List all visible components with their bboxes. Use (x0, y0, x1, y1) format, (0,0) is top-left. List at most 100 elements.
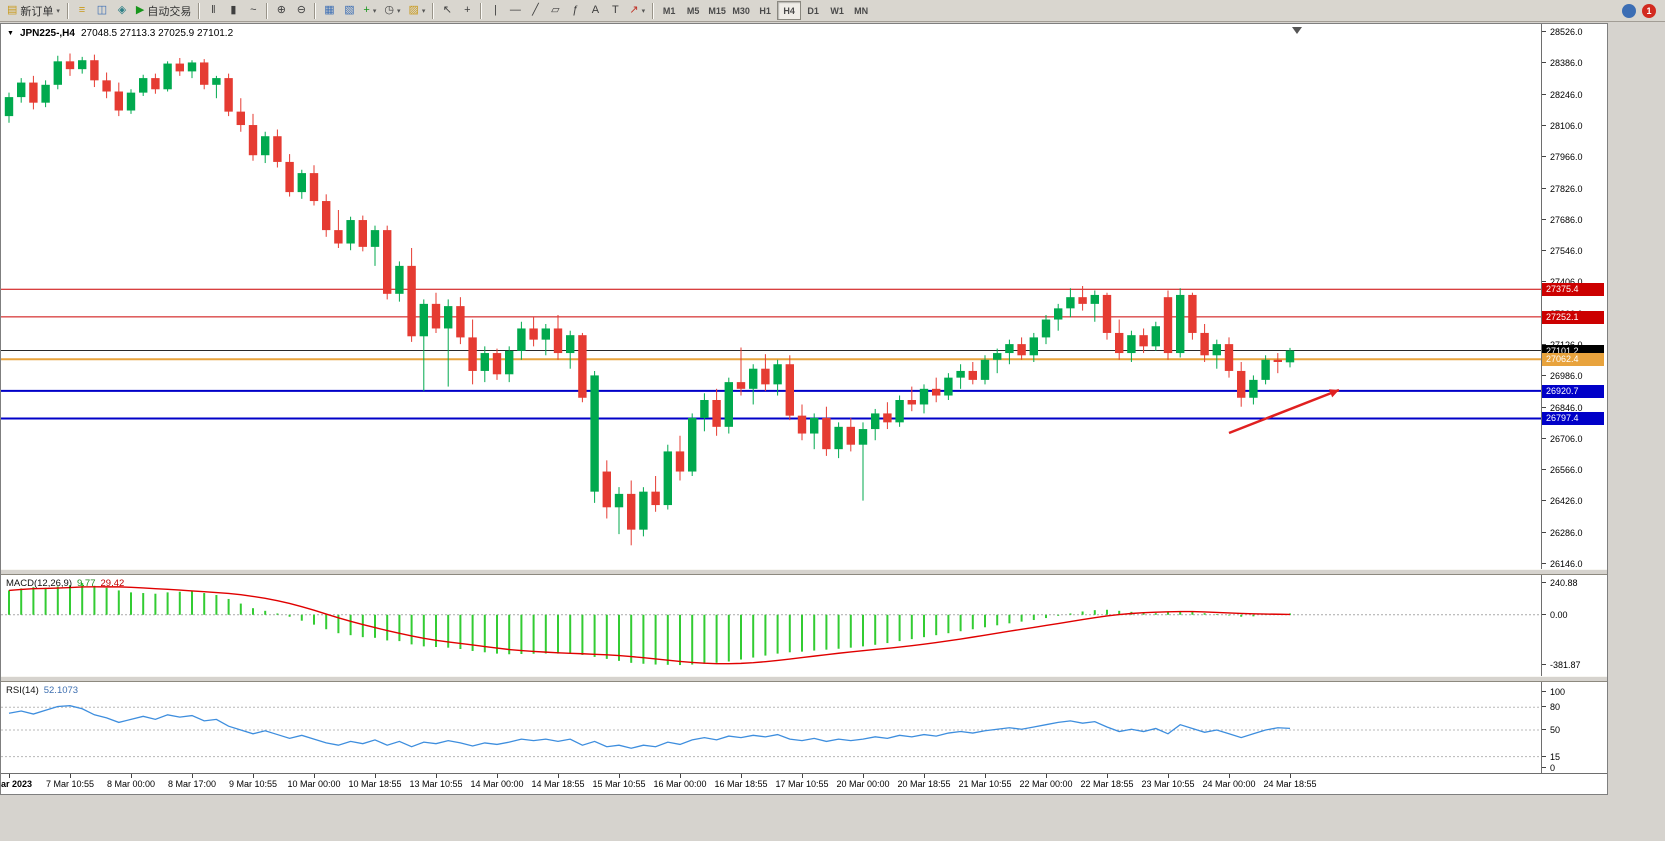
rsi-line (8, 705, 1291, 749)
pane-split[interactable] (1, 676, 1607, 682)
bar-chart-mode-button[interactable]: ‖ (203, 1, 223, 20)
pane-splitter[interactable] (1, 569, 1607, 575)
time-tick (253, 774, 254, 778)
price-tick-label: 26286.0 (1542, 527, 1583, 538)
timeframe-button-M15[interactable]: M15 (705, 1, 729, 20)
channel-tool-button[interactable]: ▱ (545, 1, 565, 20)
rsi-value: 52.1073 (43, 685, 79, 696)
trend-arrow-annotation[interactable] (1228, 388, 1340, 435)
chart-shift-marker-icon[interactable] (1292, 27, 1302, 34)
cursor-tool-button[interactable]: ↖ (437, 1, 457, 20)
timeframe-button-MN[interactable]: MN (849, 1, 873, 20)
price-tick-label: 27406.0 (1542, 277, 1583, 287)
periods-button[interactable]: ◷ ▾ (380, 1, 404, 20)
trendline-tool-button[interactable]: ╱ (525, 1, 545, 20)
text-tool-button[interactable]: A (585, 1, 605, 20)
market-watch-button[interactable]: ≡ (72, 1, 92, 20)
cascade-windows-icon: ▧ (344, 4, 355, 16)
line-chart-mode-button[interactable]: ~ (243, 1, 263, 20)
toolbar-separator (198, 2, 201, 19)
macd-signal-value: 29.42 (100, 578, 125, 589)
horizontal-line-tool-button[interactable]: — (505, 1, 525, 20)
fibonacci-tool-button[interactable]: ƒ (565, 1, 585, 20)
rsi-axis[interactable]: 100 80 50 15 0 (1541, 682, 1607, 773)
toolbar-separator (652, 2, 655, 19)
crosshair-tool-button[interactable]: + (457, 1, 477, 20)
toolbar-separator (314, 2, 317, 19)
time-label: 13 Mar 10:55 (409, 779, 463, 789)
price-tick-label: 28246.0 (1542, 89, 1583, 100)
data-window-button[interactable]: ◫ (92, 1, 112, 20)
label-tool-icon: T (612, 4, 619, 16)
timeframe-button-D1[interactable]: D1 (801, 1, 825, 20)
price-tick-label: 26566.0 (1542, 465, 1583, 476)
time-tick (985, 774, 986, 778)
symbol-period-label: JPN225-,H4 (19, 28, 75, 39)
notification-count: 1 (1646, 5, 1652, 16)
chevron-down-icon: ▾ (396, 7, 401, 15)
toolbar: ▤ 新订单 ▾ ≡ ◫ ◈ ▶ 自动交易 ‖ ▮ ~ ⊕ ⊖ ▦ ▧ + ▾ ◷… (0, 0, 1665, 22)
main-chart-pane[interactable]: ▼ JPN225-,H4 27048.5 27113.3 27025.9 271… (1, 24, 1607, 569)
zoom-in-button[interactable]: ⊕ (271, 1, 291, 20)
rsi-canvas[interactable] (1, 682, 1541, 773)
chevron-down-icon: ▾ (421, 7, 426, 15)
navigator-button[interactable]: ◈ (112, 1, 132, 20)
navigator-icon: ◈ (117, 4, 127, 16)
new-order-button[interactable]: ▤ 新订单 ▾ (3, 1, 64, 20)
bar-chart-icon: ‖ (211, 4, 216, 16)
price-axis[interactable]: 28526.0 28386.0 28246.0 28106.0 27966.0 27826… (1541, 24, 1607, 569)
timeframe-button-H1[interactable]: H1 (753, 1, 777, 20)
timeframe-button-M1[interactable]: M1 (657, 1, 681, 20)
candlestick-mode-button[interactable]: ▮ (223, 1, 243, 20)
cascade-windows-button[interactable]: ▧ (339, 1, 359, 20)
candlestick-icon: ▮ (230, 4, 237, 16)
time-label: 21 Mar 10:55 (958, 779, 1012, 789)
time-axis[interactable]: 6 Mar 2023 7 Mar 10:55 8 Mar 00:00 8 Mar 17… (1, 773, 1607, 794)
time-label: 7 Mar 10:55 (45, 779, 95, 789)
time-tick (192, 774, 193, 778)
macd-canvas[interactable] (1, 575, 1541, 676)
timeframe-button-M5[interactable]: M5 (681, 1, 705, 20)
main-chart-canvas[interactable] (1, 24, 1541, 569)
trend-arrow-head[interactable] (1329, 389, 1339, 398)
indicators-button[interactable]: + ▾ (359, 1, 380, 20)
crosshair-icon: + (464, 4, 471, 16)
macd-name: MACD(12,26,9) (6, 578, 72, 589)
label-tool-button[interactable]: T (605, 1, 625, 20)
time-tick (1229, 774, 1230, 778)
price-tick-label: 28106.0 (1542, 120, 1583, 131)
autotrading-button[interactable]: ▶ 自动交易 (132, 1, 195, 20)
toolbar-separator (432, 2, 435, 19)
time-label: 6 Mar 2023 (1, 779, 33, 789)
arrows-tool-button[interactable]: ↗ ▾ (625, 1, 649, 20)
chart-window: ▼ JPN225-,H4 27048.5 27113.3 27025.9 271… (0, 23, 1608, 795)
timeframe-button-W1[interactable]: W1 (825, 1, 849, 20)
play-icon: ▶ (135, 4, 145, 16)
timeframe-button-M30[interactable]: M30 (729, 1, 753, 20)
ohlc-values: 27048.5 27113.3 27025.9 27101.2 (80, 28, 234, 39)
timeframe-button-H4[interactable]: H4 (777, 1, 802, 20)
macd-signal-line (8, 586, 1291, 665)
zoom-out-button[interactable]: ⊖ (291, 1, 311, 20)
tile-windows-button[interactable]: ▦ (319, 1, 339, 20)
community-icon[interactable] (1622, 3, 1636, 18)
time-tick (802, 774, 803, 778)
cursor-icon: ↖ (442, 4, 452, 16)
macd-main-value: 9.77 (77, 578, 96, 589)
macd-axis[interactable]: 240.88 0.00 -381.87 (1541, 575, 1607, 676)
macd-pane[interactable]: MACD(12,26,9) 9.77 29.42 240.88 0.00 -381.… (1, 575, 1607, 676)
templates-button[interactable]: ▨ ▾ (404, 1, 429, 20)
rsi-pane[interactable]: RSI(14) 52.1073 100 80 50 15 0 (1, 682, 1607, 773)
arrow-shape-icon: ↗ (629, 4, 639, 16)
chart-dropdown-icon[interactable]: ▼ (7, 30, 14, 37)
chart-ohlc-header: ▼ JPN225-,H4 27048.5 27113.3 27025.9 271… (7, 28, 233, 39)
clock-icon: ◷ (384, 4, 394, 16)
time-label: 10 Mar 18:55 (348, 779, 402, 789)
vertical-line-tool-button[interactable]: | (485, 1, 505, 20)
toolbar-separator (480, 2, 483, 19)
notification-badge[interactable]: 1 (1642, 3, 1656, 18)
time-tick (619, 774, 620, 778)
rsi-name: RSI(14) (6, 685, 39, 696)
time-tick (1107, 774, 1108, 778)
price-tick-label: 28526.0 (1542, 27, 1583, 38)
